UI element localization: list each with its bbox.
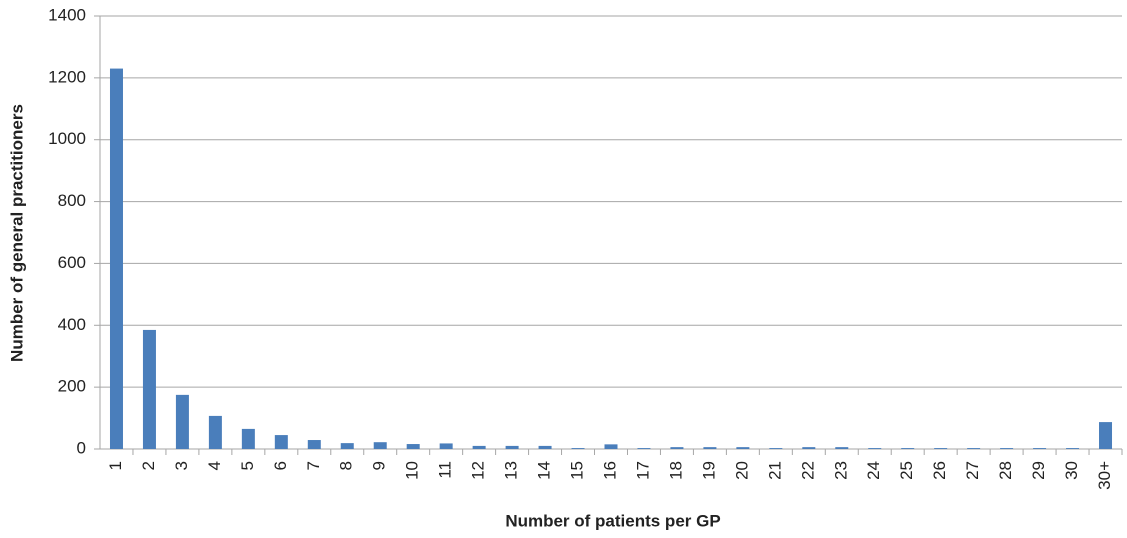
- bar: [472, 445, 486, 449]
- x-tick-label: 6: [271, 461, 290, 470]
- x-tick-label: 12: [469, 461, 488, 480]
- x-tick-label: 29: [1029, 461, 1048, 480]
- bar: [868, 448, 882, 449]
- x-tick-label: 21: [765, 461, 784, 480]
- bar: [439, 443, 453, 449]
- bar: [175, 394, 189, 449]
- x-tick-label: 11: [436, 461, 455, 479]
- bar: [505, 445, 519, 449]
- bar: [274, 435, 288, 449]
- bar: [241, 428, 255, 449]
- y-tick-label: 1200: [48, 67, 86, 86]
- x-tick-label: 5: [238, 461, 257, 470]
- bar: [802, 447, 816, 449]
- bar: [637, 448, 651, 449]
- y-tick-label: 0: [77, 438, 86, 457]
- bar: [1066, 448, 1080, 449]
- x-tick-label: 14: [535, 461, 554, 480]
- bar: [406, 444, 420, 449]
- y-tick-label: 800: [58, 191, 86, 210]
- bar: [835, 447, 849, 449]
- bar: [769, 448, 783, 449]
- y-tick-label: 600: [58, 253, 86, 272]
- bar: [604, 444, 618, 449]
- x-tick-label: 1: [106, 461, 125, 470]
- x-tick-label: 26: [930, 461, 949, 480]
- x-tick-label: 7: [304, 461, 323, 470]
- x-tick-label: 30+: [1095, 461, 1114, 490]
- y-tick-label: 1400: [48, 5, 86, 24]
- bar: [670, 447, 684, 449]
- y-axis-title: Number of general practitioners: [7, 104, 26, 362]
- x-tick-label: 25: [897, 461, 916, 480]
- x-tick-label: 4: [205, 461, 224, 470]
- bar: [901, 448, 915, 449]
- y-tick-label: 1000: [48, 129, 86, 148]
- x-tick-label: 22: [798, 461, 817, 480]
- bar: [934, 448, 948, 449]
- bar: [538, 445, 552, 449]
- x-tick-label: 17: [633, 461, 652, 480]
- bar: [736, 447, 750, 449]
- bar: [340, 443, 354, 449]
- x-tick-label: 27: [963, 461, 982, 480]
- bar: [703, 447, 717, 449]
- x-tick-label: 15: [568, 461, 587, 480]
- y-tick-label: 400: [58, 315, 86, 334]
- y-tick-label: 200: [58, 377, 86, 396]
- x-tick-label: 13: [502, 461, 521, 480]
- x-tick-label: 30: [1062, 461, 1081, 480]
- bar: [1000, 448, 1014, 449]
- bar: [307, 440, 321, 449]
- x-tick-label: 3: [172, 461, 191, 470]
- bar: [142, 329, 156, 449]
- bar: [967, 448, 981, 449]
- bar: [1033, 448, 1047, 449]
- bar: [373, 442, 387, 449]
- x-axis-title: Number of patients per GP: [505, 511, 720, 530]
- x-tick-label: 10: [403, 461, 422, 480]
- x-tick-label: 24: [864, 461, 883, 480]
- x-tick-label: 9: [370, 461, 389, 470]
- x-tick-label: 2: [139, 461, 158, 470]
- x-tick-label: 8: [337, 461, 356, 470]
- x-tick-label: 18: [666, 461, 685, 480]
- bar: [208, 415, 222, 449]
- x-tick-label: 28: [996, 461, 1015, 480]
- x-tick-label: 19: [699, 461, 718, 480]
- bar: [571, 448, 585, 449]
- x-tick-label: 20: [732, 461, 751, 480]
- x-tick-label: 16: [600, 461, 619, 480]
- bar: [109, 68, 123, 449]
- x-tick-label: 23: [831, 461, 850, 480]
- bar: [1099, 422, 1113, 449]
